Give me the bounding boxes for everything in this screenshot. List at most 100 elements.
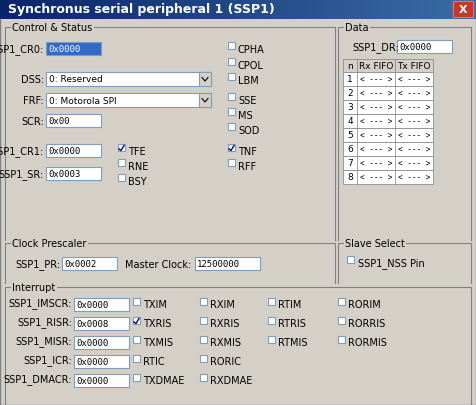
Text: 0x0000: 0x0000	[76, 376, 108, 385]
Text: MS: MS	[238, 111, 253, 121]
Text: 4: 4	[347, 117, 353, 126]
Bar	[336, 0, 338, 20]
Bar	[443, 0, 445, 20]
Bar	[226, 0, 228, 20]
Bar	[133, 317, 140, 324]
Bar	[376, 0, 378, 20]
Bar	[105, 0, 107, 20]
Bar	[462, 0, 464, 20]
Text: Data: Data	[345, 23, 368, 33]
Bar	[350, 0, 352, 20]
Bar	[233, 0, 236, 20]
Bar	[283, 0, 286, 20]
Text: RNE: RNE	[128, 162, 149, 172]
Text: SSP1_NSS Pin: SSP1_NSS Pin	[358, 258, 425, 269]
Bar	[228, 160, 235, 166]
Bar	[469, 0, 471, 20]
Bar	[295, 0, 298, 20]
Bar	[205, 0, 207, 20]
Bar	[79, 0, 81, 20]
Text: < --- >: < --- >	[360, 103, 392, 112]
Bar	[359, 0, 362, 20]
Bar	[131, 0, 133, 20]
Text: Control & Status: Control & Status	[12, 23, 92, 33]
Text: TXIM: TXIM	[143, 299, 167, 309]
Bar	[228, 0, 231, 20]
Bar	[183, 0, 186, 20]
Bar	[145, 0, 148, 20]
Text: Synchronus serial peripheral 1 (SSP1): Synchronus serial peripheral 1 (SSP1)	[8, 4, 275, 17]
Bar	[107, 0, 109, 20]
Bar	[317, 0, 319, 20]
Text: Interrupt: Interrupt	[12, 282, 55, 292]
Bar	[321, 0, 324, 20]
Text: < --- >: < --- >	[398, 117, 430, 126]
Bar	[248, 0, 250, 20]
Bar	[178, 0, 181, 20]
Bar	[159, 0, 162, 20]
Bar	[117, 0, 119, 20]
Bar	[343, 157, 433, 171]
Bar	[383, 0, 386, 20]
Text: LBM: LBM	[238, 76, 259, 86]
Bar	[236, 0, 238, 20]
Text: 0x0000: 0x0000	[48, 45, 80, 54]
Bar	[228, 94, 235, 101]
Bar	[255, 0, 257, 20]
Bar	[369, 0, 371, 20]
Bar	[319, 0, 321, 20]
Bar	[402, 0, 405, 20]
Bar	[164, 0, 167, 20]
Bar	[262, 0, 264, 20]
Bar	[362, 0, 364, 20]
Bar	[243, 0, 245, 20]
Bar	[155, 0, 157, 20]
Bar	[474, 0, 476, 20]
Bar	[46, 115, 101, 128]
Text: TXDMAE: TXDMAE	[143, 375, 184, 385]
Bar	[188, 0, 190, 20]
Text: RXDMAE: RXDMAE	[210, 375, 252, 385]
Bar	[371, 0, 374, 20]
Text: 0x0000: 0x0000	[76, 338, 108, 347]
Text: 0: Motorola SPI: 0: Motorola SPI	[49, 96, 117, 105]
Text: Master Clock:: Master Clock:	[125, 259, 191, 269]
Bar	[386, 0, 388, 20]
Bar	[46, 73, 211, 87]
Text: X: X	[459, 5, 467, 15]
Bar	[400, 0, 402, 20]
Bar	[31, 0, 33, 20]
Bar	[200, 317, 207, 324]
Text: SSP1_ICR:: SSP1_ICR:	[23, 355, 72, 366]
Bar	[138, 0, 140, 20]
Bar	[40, 0, 43, 20]
Bar	[307, 0, 309, 20]
Bar	[102, 0, 105, 20]
Bar	[90, 0, 93, 20]
Bar	[38, 0, 40, 20]
Text: RXRIS: RXRIS	[210, 318, 239, 328]
Bar	[338, 298, 345, 305]
Bar	[29, 0, 31, 20]
Bar	[453, 2, 473, 18]
Bar	[57, 0, 60, 20]
Bar	[374, 0, 376, 20]
Bar	[355, 0, 357, 20]
Bar	[298, 0, 300, 20]
Bar	[60, 0, 62, 20]
Text: < --- >: < --- >	[398, 75, 430, 84]
Bar	[133, 0, 136, 20]
Bar	[181, 0, 183, 20]
Bar	[397, 41, 452, 54]
Bar	[286, 0, 288, 20]
Bar	[245, 0, 248, 20]
Text: 0: Reserved: 0: Reserved	[49, 75, 103, 84]
Bar	[445, 0, 447, 20]
Bar	[74, 317, 129, 330]
Text: 0x0000: 0x0000	[76, 300, 108, 309]
Text: SOD: SOD	[238, 126, 259, 136]
Text: Slave Select: Slave Select	[345, 239, 405, 248]
Bar	[302, 0, 305, 20]
Text: < --- >: < --- >	[360, 159, 392, 168]
Bar	[228, 59, 235, 66]
